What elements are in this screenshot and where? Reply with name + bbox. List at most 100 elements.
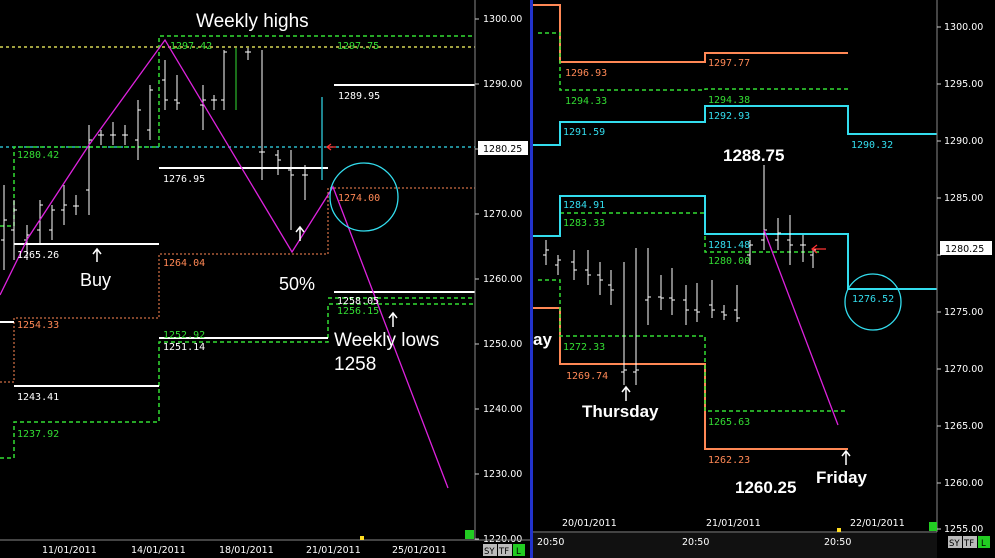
level-label-1243-41: 1243.41 bbox=[17, 392, 59, 403]
level-label-1294-38: 1294.38 bbox=[708, 95, 750, 106]
left-l-button[interactable] bbox=[513, 544, 525, 556]
left-y-tick-1290: 1290.00 bbox=[483, 79, 522, 90]
weekly-lows-up-arrow-icon bbox=[388, 311, 398, 327]
right-x-axis-marker bbox=[837, 528, 841, 532]
level-label-1297-77: 1297.77 bbox=[708, 58, 750, 69]
level-label-1292-93: 1292.93 bbox=[708, 111, 750, 122]
right-x-date-tick-2: 22/01/2011 bbox=[850, 518, 905, 529]
level-label-1276-52: 1276.52 bbox=[852, 294, 894, 305]
left-y-tick-1230: 1230.00 bbox=[483, 469, 522, 480]
friday-up-arrow-icon bbox=[841, 449, 851, 465]
left-green-corner-square bbox=[465, 530, 474, 539]
level-label-1283-33: 1283.33 bbox=[563, 218, 605, 229]
fifty-pct-up-arrow-icon bbox=[295, 225, 305, 241]
right-y-tick-1260: 1260.00 bbox=[944, 478, 983, 489]
level-label-1258-05: 1258.05 bbox=[337, 296, 379, 307]
green-lower-step-line bbox=[0, 303, 475, 459]
level-label-1251-14: 1251.14 bbox=[163, 342, 205, 353]
left-sy-label: SY bbox=[484, 547, 495, 557]
right-y-tick-1290: 1290.00 bbox=[944, 136, 983, 147]
high-value-annotation: 1288.75 bbox=[723, 146, 784, 165]
right-sy-label: SY bbox=[949, 539, 960, 549]
orange-step-line bbox=[0, 187, 475, 383]
left-plot-area bbox=[0, 0, 475, 540]
weekly-highs-annotation: Weekly highs bbox=[196, 11, 309, 32]
right-y-tick-1275: 1275.00 bbox=[944, 307, 983, 318]
buy-annotation: Buy bbox=[80, 270, 111, 290]
level-label-1254-33: 1254.33 bbox=[17, 320, 59, 331]
cyan-lower-step-line bbox=[533, 195, 937, 290]
cyan-target-circle-left bbox=[329, 162, 399, 232]
left-y-axis-ticks bbox=[475, 18, 479, 540]
green-upper-step-line bbox=[0, 35, 475, 227]
green-upper-dashed-line bbox=[538, 32, 848, 91]
right-l-button[interactable] bbox=[978, 536, 990, 548]
left-price-marker-box bbox=[478, 141, 528, 155]
right-y-axis-ticks bbox=[937, 26, 941, 530]
left-y-tick-1260: 1260.00 bbox=[483, 274, 522, 285]
right-y-tick-1285: 1285.00 bbox=[944, 193, 983, 204]
right-y-tick-1255: 1255.00 bbox=[944, 524, 983, 535]
left-y-tick-1270: 1270.00 bbox=[483, 209, 522, 220]
magenta-projection-path-right bbox=[763, 229, 839, 426]
left-price-bars bbox=[1, 48, 308, 270]
left-x-tick-1: 14/01/2011 bbox=[131, 545, 186, 556]
level-label-1281-48: 1281.48 bbox=[708, 240, 750, 251]
level-label-1264-04: 1264.04 bbox=[163, 258, 205, 269]
level-label-1252-92: 1252.92 bbox=[163, 330, 205, 341]
level-label-1276-95: 1276.95 bbox=[163, 174, 205, 185]
level-label-1280-00: 1280.00 bbox=[708, 256, 750, 267]
weekly-lows-value-annotation: 1258 bbox=[334, 354, 376, 375]
level-label-1289-95: 1289.95 bbox=[338, 91, 380, 102]
right-price-marker-text: 1280.25 bbox=[945, 244, 984, 255]
level-label-1274-00: 1274.00 bbox=[338, 193, 380, 204]
left-y-tick-1300: 1300.00 bbox=[483, 14, 522, 25]
level-label-1256-15: 1256.15 bbox=[337, 306, 379, 317]
left-sy-button[interactable] bbox=[483, 544, 497, 556]
right-tf-label: TF bbox=[963, 539, 974, 549]
level-label-1265-63: 1265.63 bbox=[708, 417, 750, 428]
left-chart-panel: 1297.42 1297.75 1289.95 1280.42 1276.95 … bbox=[0, 0, 530, 557]
level-label-1237-92: 1237.92 bbox=[17, 429, 59, 440]
weekly-lows-annotation: Weekly lows bbox=[334, 330, 439, 351]
right-y-tick-1265: 1265.00 bbox=[944, 421, 983, 432]
fifty-pct-annotation: 50% bbox=[279, 274, 315, 294]
level-label-1262-23: 1262.23 bbox=[708, 455, 750, 466]
right-y-tick-1270: 1270.00 bbox=[944, 364, 983, 375]
friday-annotation: Friday bbox=[816, 468, 868, 487]
buy-up-arrow-icon bbox=[92, 247, 102, 262]
left-footer-buttons: SY TF L bbox=[483, 544, 525, 557]
thursday-annotation: Thursday bbox=[582, 402, 659, 421]
right-green-corner-square bbox=[929, 522, 937, 531]
left-x-tick-4: 25/01/2011 bbox=[392, 545, 447, 556]
right-sy-button[interactable] bbox=[948, 536, 962, 548]
left-x-axis-marker bbox=[360, 536, 364, 540]
level-label-1297-75: 1297.75 bbox=[337, 41, 379, 52]
red-arrow-marker-right bbox=[811, 244, 826, 254]
level-label-1297-42: 1297.42 bbox=[170, 41, 212, 52]
right-y-tick-1300: 1300.00 bbox=[944, 22, 983, 33]
magenta-projection-path-left bbox=[0, 38, 449, 489]
right-tf-button[interactable] bbox=[963, 536, 977, 548]
right-x-date-tick-1: 21/01/2011 bbox=[706, 518, 761, 529]
level-label-1265-26: 1265.26 bbox=[17, 250, 59, 261]
thursday-up-arrow-icon bbox=[621, 385, 631, 401]
cyan-target-circle-right bbox=[844, 273, 902, 331]
level-label-1294-33: 1294.33 bbox=[565, 96, 607, 107]
left-x-tick-2: 18/01/2011 bbox=[219, 545, 274, 556]
left-tf-label: TF bbox=[498, 547, 509, 557]
low-value-annotation: 1260.25 bbox=[735, 478, 796, 497]
right-time-strip bbox=[533, 533, 937, 558]
right-price-bars bbox=[543, 165, 816, 385]
left-x-tick-0: 11/01/2011 bbox=[42, 545, 97, 556]
left-tf-button[interactable] bbox=[498, 544, 512, 556]
right-x-time-tick-0: 20:50 bbox=[537, 537, 564, 548]
cyan-upper-step-line bbox=[533, 105, 937, 146]
clipped-annotation: ay bbox=[533, 330, 552, 349]
level-label-1272-33: 1272.33 bbox=[563, 342, 605, 353]
orange-upper-step-line bbox=[533, 4, 848, 63]
right-footer-buttons: SY TF L bbox=[948, 536, 990, 549]
orange-lower-step-line bbox=[533, 307, 848, 450]
right-l-label: L bbox=[981, 539, 986, 549]
